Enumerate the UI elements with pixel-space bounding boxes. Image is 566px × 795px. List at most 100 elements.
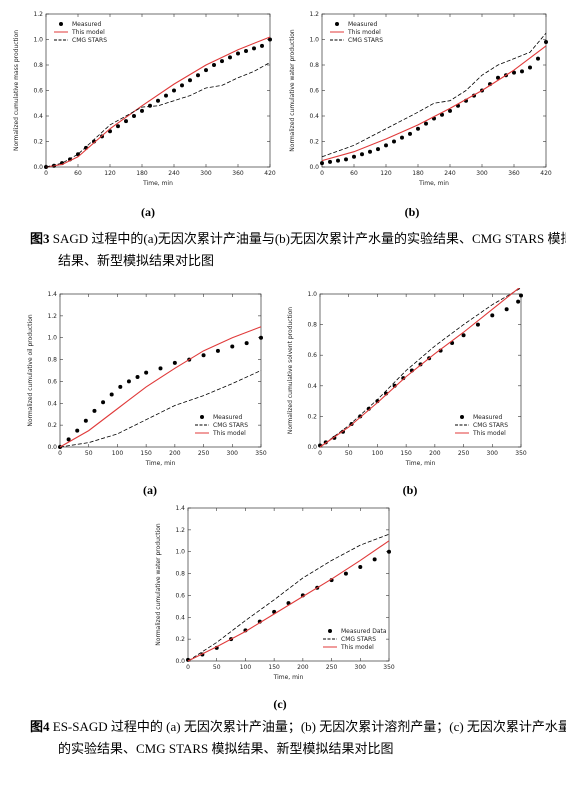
plot-frame xyxy=(319,293,522,448)
y-tick-label: 1.0 xyxy=(175,549,185,556)
y-tick-label: 0.4 xyxy=(309,113,319,120)
series-line xyxy=(321,32,547,158)
y-tick-label: 0.0 xyxy=(309,164,319,171)
y-tick-label: 0.2 xyxy=(33,139,43,146)
data-point xyxy=(400,135,404,140)
y-tick-label: 0.8 xyxy=(33,62,43,69)
caption-text: SAGD 过程中的(a)无因次累计产油量与(b)无因次累计产水量的实验结果、CM… xyxy=(52,231,566,268)
x-tick-label: 150 xyxy=(268,664,280,671)
data-point xyxy=(490,313,495,318)
data-point xyxy=(512,70,516,75)
x-tick-label: 250 xyxy=(326,664,338,671)
y-tick-label: 0.0 xyxy=(175,658,185,665)
legend-label: This model xyxy=(472,430,506,437)
x-tick-label: 120 xyxy=(104,170,116,177)
x-tick-label: 420 xyxy=(540,170,552,177)
x-tick-label: 350 xyxy=(515,450,527,457)
x-tick-label: 300 xyxy=(355,664,367,671)
y-tick-label: 1.0 xyxy=(307,291,317,298)
data-point xyxy=(180,83,184,88)
x-tick-label: 300 xyxy=(227,450,239,457)
x-tick-label: 250 xyxy=(458,450,470,457)
legend-swatch xyxy=(335,22,339,26)
x-tick-label: 0 xyxy=(318,450,322,457)
y-tick-label: 1.4 xyxy=(47,291,57,298)
x-tick-label: 50 xyxy=(213,664,221,671)
legend-swatch xyxy=(200,415,204,419)
series-line xyxy=(45,62,271,168)
data-point xyxy=(124,119,128,124)
data-point xyxy=(228,55,232,60)
figure-caption: 图4 ES-SAGD 过程中的 (a) 无因次累计产油量；(b) 无因次累计溶剂… xyxy=(30,716,566,760)
x-tick-label: 300 xyxy=(487,450,499,457)
chart: 0 60 120 180 240 300 360 420 0.0 0.2 0.4 0.6 0.8 1.0 1… xyxy=(289,11,552,187)
y-tick-label: 0.0 xyxy=(33,164,43,171)
y-tick-label: 0.4 xyxy=(47,400,57,407)
data-point xyxy=(158,366,163,371)
y-tick-label: 0.4 xyxy=(307,383,317,390)
y-tick-label: 0.8 xyxy=(309,62,319,69)
data-point xyxy=(519,293,523,298)
y-tick-label: 1.2 xyxy=(33,11,43,18)
subfigure-label: (c) xyxy=(273,697,287,711)
legend-label: Measured xyxy=(473,414,503,421)
data-point xyxy=(116,124,120,129)
data-point xyxy=(268,37,272,42)
data-point xyxy=(496,75,500,80)
x-tick-label: 100 xyxy=(112,450,124,457)
x-tick-label: 250 xyxy=(198,450,210,457)
x-tick-label: 240 xyxy=(444,170,456,177)
subfigure-label: (a) xyxy=(141,205,155,219)
y-axis-label: Normalized cumulative solvent production xyxy=(287,307,294,434)
data-point xyxy=(92,408,97,413)
chart: 0 50 100 150 200 250 300 350 0.0 0.2 0.4 0.6 0.8 1.0 1… xyxy=(155,505,395,681)
series-line xyxy=(321,45,547,162)
data-point xyxy=(140,108,144,113)
y-axis-label: Normalized cumulative water production xyxy=(289,29,296,152)
data-point xyxy=(344,157,348,162)
data-point xyxy=(343,571,348,576)
data-point xyxy=(156,98,160,103)
data-point xyxy=(126,379,131,384)
y-tick-label: 0.6 xyxy=(47,378,57,385)
data-point xyxy=(352,154,356,159)
legend-label: CMG STARS xyxy=(473,422,508,429)
y-tick-label: 0.2 xyxy=(47,422,57,429)
x-tick-label: 0 xyxy=(58,450,62,457)
data-point xyxy=(376,147,380,152)
series-line xyxy=(59,326,262,448)
caption-text: ES-SAGD 过程中的 (a) 无因次累计产油量；(b) 无因次累计溶剂产量；… xyxy=(52,719,566,756)
series-line xyxy=(45,36,271,168)
legend-label: Measured xyxy=(213,414,243,421)
chart: 0 50 100 150 200 250 300 350 0.0 0.2 0.4 0.6 0.8 1.0 T… xyxy=(287,288,527,467)
x-tick-label: 60 xyxy=(74,170,82,177)
y-tick-label: 0.0 xyxy=(307,444,317,451)
x-tick-label: 50 xyxy=(85,450,93,457)
data-point xyxy=(252,46,256,51)
x-tick-label: 200 xyxy=(297,664,309,671)
data-point xyxy=(516,299,521,304)
data-point xyxy=(520,69,524,74)
x-tick-label: 350 xyxy=(255,450,267,457)
x-tick-label: 300 xyxy=(476,170,488,177)
data-point xyxy=(132,114,136,118)
y-axis-label: Normalized cumulative mass production xyxy=(13,30,20,151)
data-point xyxy=(401,376,406,381)
data-point xyxy=(328,159,332,164)
data-point xyxy=(109,392,114,397)
data-point xyxy=(188,78,192,83)
series-line xyxy=(319,288,522,448)
x-tick-label: 150 xyxy=(140,450,152,457)
series-line xyxy=(187,533,390,662)
y-tick-label: 0.2 xyxy=(175,636,185,643)
figure-number: 图4 xyxy=(30,719,50,734)
y-axis-label: Normalized cumulative water production xyxy=(155,523,162,646)
data-point xyxy=(101,400,106,405)
data-point xyxy=(528,65,532,70)
data-point xyxy=(475,322,480,327)
data-point xyxy=(368,149,372,154)
data-point xyxy=(358,414,363,419)
legend-label: This model xyxy=(212,430,246,437)
x-tick-label: 360 xyxy=(508,170,520,177)
data-point xyxy=(448,108,452,113)
